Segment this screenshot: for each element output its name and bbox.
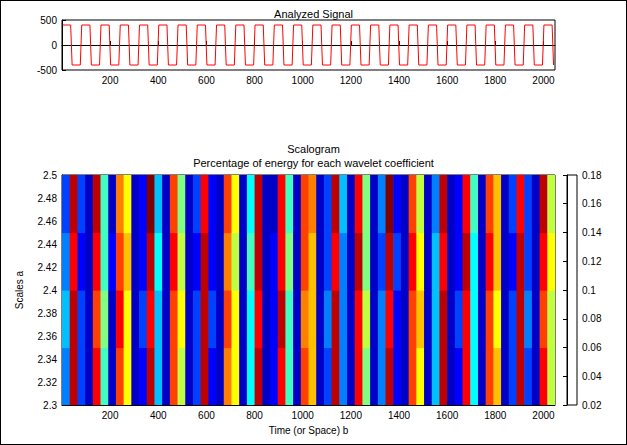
svg-text:0.18: 0.18 [582, 170, 602, 181]
svg-text:2.4: 2.4 [43, 285, 57, 296]
svg-text:2.48: 2.48 [38, 193, 58, 204]
svg-text:2.46: 2.46 [38, 216, 58, 227]
svg-text:400: 400 [150, 75, 167, 86]
svg-text:0.04: 0.04 [582, 371, 602, 382]
svg-text:2000: 2000 [532, 75, 555, 86]
svg-text:200: 200 [102, 75, 119, 86]
svg-text:1000: 1000 [292, 75, 315, 86]
svg-text:400: 400 [150, 410, 167, 421]
svg-text:Percentage of energy for each: Percentage of energy for each wavelet co… [193, 157, 434, 169]
svg-text:1800: 1800 [484, 410, 507, 421]
svg-text:Scales a: Scales a [14, 270, 25, 309]
svg-text:Scalogram: Scalogram [287, 143, 340, 155]
svg-text:1000: 1000 [292, 410, 315, 421]
svg-text:0.02: 0.02 [582, 400, 602, 411]
svg-text:1200: 1200 [340, 75, 363, 86]
svg-text:2.42: 2.42 [38, 262, 58, 273]
svg-text:2.34: 2.34 [38, 354, 58, 365]
svg-text:0.1: 0.1 [582, 285, 596, 296]
svg-text:-500: -500 [37, 65, 57, 76]
svg-text:2.36: 2.36 [38, 331, 58, 342]
svg-text:Time (or Space) b: Time (or Space) b [269, 425, 349, 436]
svg-text:1600: 1600 [436, 410, 459, 421]
svg-text:600: 600 [198, 410, 215, 421]
svg-text:1200: 1200 [340, 410, 363, 421]
svg-text:1400: 1400 [388, 75, 411, 86]
svg-text:0.16: 0.16 [582, 198, 602, 209]
svg-text:0.08: 0.08 [582, 313, 602, 324]
svg-text:2.3: 2.3 [43, 400, 57, 411]
svg-text:1800: 1800 [484, 75, 507, 86]
svg-text:800: 800 [246, 75, 263, 86]
svg-text:500: 500 [40, 15, 57, 26]
svg-text:Analyzed Signal: Analyzed Signal [274, 8, 353, 20]
svg-text:0.14: 0.14 [582, 227, 602, 238]
svg-text:0: 0 [51, 40, 57, 51]
svg-text:2.5: 2.5 [43, 170, 57, 181]
svg-text:2.44: 2.44 [38, 239, 58, 250]
svg-text:0.12: 0.12 [582, 256, 602, 267]
svg-text:1400: 1400 [388, 410, 411, 421]
svg-text:2000: 2000 [532, 410, 555, 421]
svg-text:2.32: 2.32 [38, 377, 58, 388]
svg-text:0.06: 0.06 [582, 342, 602, 353]
svg-text:800: 800 [246, 410, 263, 421]
svg-text:2.38: 2.38 [38, 308, 58, 319]
svg-text:600: 600 [198, 75, 215, 86]
svg-text:1600: 1600 [436, 75, 459, 86]
svg-text:200: 200 [102, 410, 119, 421]
